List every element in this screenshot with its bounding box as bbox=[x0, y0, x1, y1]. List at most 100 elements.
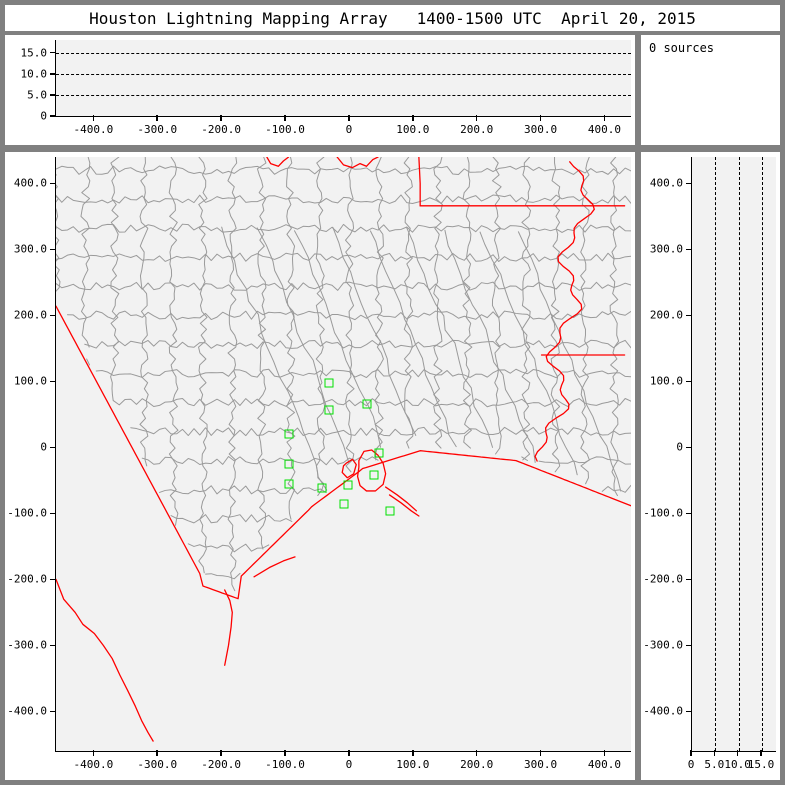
county-line bbox=[333, 227, 416, 435]
lma-station-marker[interactable] bbox=[284, 479, 294, 489]
border-rio-grande bbox=[56, 579, 153, 741]
county-line bbox=[228, 157, 237, 591]
border-north-b bbox=[337, 157, 378, 168]
lma-station-marker[interactable] bbox=[385, 506, 394, 516]
x-tick-label: 100.0 bbox=[396, 123, 430, 136]
county-line bbox=[96, 369, 631, 377]
lma-station-marker[interactable] bbox=[284, 429, 294, 439]
y-tick-label: 15.0 bbox=[20, 46, 48, 60]
lma-station-marker[interactable] bbox=[369, 470, 379, 480]
x-tick-mark bbox=[220, 115, 222, 121]
county-line bbox=[131, 427, 631, 435]
y-tick-label: 100.0 bbox=[649, 374, 683, 388]
border-tx-vertical bbox=[419, 157, 420, 206]
x-tick-mark bbox=[348, 750, 350, 756]
y-tick-label: -400.0 bbox=[7, 704, 47, 718]
county-line bbox=[539, 457, 631, 464]
county-line bbox=[140, 157, 148, 466]
x-tick-label: 400.0 bbox=[587, 758, 621, 771]
county-line bbox=[199, 157, 208, 573]
y-tick-label: -400.0 bbox=[643, 704, 683, 718]
y-tick-label: 0 bbox=[676, 440, 683, 454]
county-line bbox=[294, 231, 380, 447]
y-tick-label: 300.0 bbox=[649, 242, 683, 256]
y-tick-label: 0 bbox=[40, 109, 47, 123]
coastline-gulf bbox=[56, 306, 631, 599]
county-line bbox=[111, 157, 119, 401]
y-tick-label: 10.0 bbox=[20, 67, 48, 81]
lma-station-marker[interactable] bbox=[284, 459, 294, 469]
county-line bbox=[222, 227, 327, 490]
county-line bbox=[56, 282, 631, 290]
y-tick-label: -100.0 bbox=[7, 506, 47, 520]
y-tick-mark bbox=[686, 644, 692, 647]
y-tick-label: 400.0 bbox=[13, 176, 47, 190]
lma-station-marker[interactable] bbox=[324, 378, 334, 388]
county-line bbox=[404, 157, 413, 448]
county-line bbox=[257, 157, 265, 549]
x-tick-mark bbox=[348, 115, 350, 121]
county-line bbox=[518, 232, 620, 491]
county-line bbox=[406, 227, 492, 447]
y-tick-label: -300.0 bbox=[643, 638, 683, 652]
lma-station-marker[interactable] bbox=[374, 448, 384, 458]
x-tick-mark bbox=[603, 750, 606, 756]
lma-station-marker[interactable] bbox=[339, 499, 348, 509]
lma-station-marker[interactable] bbox=[317, 483, 327, 493]
x-tick-mark bbox=[411, 115, 414, 121]
y-tick-mark bbox=[50, 578, 56, 581]
x-tick-mark bbox=[284, 750, 286, 756]
y-tick-label: 400.0 bbox=[649, 176, 683, 190]
county-line bbox=[142, 456, 378, 464]
x-tick-label: 100.0 bbox=[396, 758, 430, 771]
y-tick-mark bbox=[686, 182, 692, 185]
county-line bbox=[81, 157, 90, 347]
lma-station-marker[interactable] bbox=[324, 405, 334, 415]
border-north-a bbox=[267, 157, 289, 166]
gridline-v bbox=[715, 157, 717, 751]
county-line bbox=[160, 486, 327, 494]
y-tick-mark bbox=[50, 446, 56, 449]
y-tick-mark bbox=[50, 512, 56, 515]
y-tick-mark bbox=[50, 644, 56, 647]
x-tick-label: -100.0 bbox=[265, 123, 305, 136]
y-tick-mark bbox=[50, 72, 56, 75]
gridline-h bbox=[56, 94, 631, 96]
x-tick-mark bbox=[156, 750, 159, 756]
y-tick-label: 200.0 bbox=[649, 308, 683, 322]
county-line bbox=[287, 157, 295, 519]
y-tick-label: -100.0 bbox=[643, 506, 683, 520]
plot-area-altitude-vs-north[interactable] bbox=[691, 157, 776, 752]
county-line bbox=[370, 231, 456, 447]
source-count-label: 0 sources bbox=[649, 41, 715, 55]
panel-altitude-vs-north: -400.0 -300.0 -200.0 -100.0 0 100.0 200.0 300.0… bbox=[641, 152, 780, 780]
county-line bbox=[85, 340, 631, 348]
x-tick-label: 200.0 bbox=[460, 123, 494, 136]
x-tick-label: 15.0 bbox=[747, 758, 775, 771]
y-tick-mark bbox=[50, 314, 56, 317]
county-line bbox=[56, 195, 631, 204]
county-line bbox=[463, 157, 472, 448]
gridline-h bbox=[56, 52, 631, 54]
county-line bbox=[551, 157, 560, 472]
plot-area-altitude-vs-east[interactable] bbox=[55, 40, 631, 117]
x-tick-label: 0 bbox=[345, 123, 353, 136]
plot-area-map[interactable] bbox=[55, 157, 631, 752]
x-tick-mark bbox=[690, 750, 692, 756]
county-line bbox=[492, 157, 501, 454]
title-bar: Houston Lightning Mapping Array 1400-150… bbox=[5, 5, 780, 31]
x-tick-mark bbox=[713, 750, 716, 756]
gridline-h bbox=[56, 73, 631, 75]
y-tick-label: 5.0 bbox=[27, 88, 47, 102]
y-tick-mark bbox=[50, 51, 56, 54]
lma-station-marker[interactable] bbox=[362, 399, 371, 409]
x-tick-mark bbox=[603, 115, 606, 121]
y-tick-mark bbox=[50, 380, 56, 383]
x-tick-label: 200.0 bbox=[460, 758, 494, 771]
x-tick-mark bbox=[92, 115, 95, 121]
county-line bbox=[67, 311, 631, 319]
x-tick-mark bbox=[760, 750, 762, 756]
gridline-v bbox=[762, 157, 763, 751]
lma-station-marker[interactable] bbox=[343, 480, 353, 490]
county-line bbox=[56, 157, 60, 294]
